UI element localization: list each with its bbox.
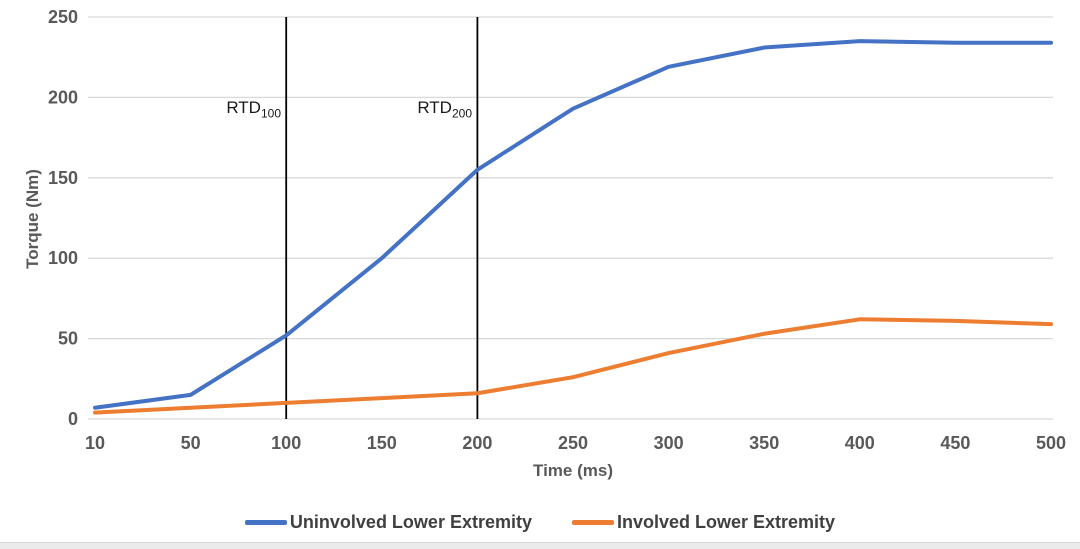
x-tick-label-400: 400 bbox=[845, 433, 875, 453]
x-tick-label-200: 200 bbox=[462, 433, 492, 453]
annotation-rtd100-text: RTD bbox=[226, 98, 261, 117]
plot-area: 0 50 100 150 200 250 10 50 100 150 200 250 300 350 400… bbox=[48, 7, 1066, 453]
annotation-rtd200-subscript: 200 bbox=[451, 106, 472, 121]
x-axis-title: Time (ms) bbox=[533, 461, 613, 480]
y-axis-title: Torque (Nm) bbox=[23, 169, 42, 269]
series-line-uninvolved bbox=[93, 39, 1053, 410]
window-bottom-edge bbox=[0, 542, 1080, 549]
x-tick-label-50: 50 bbox=[181, 433, 201, 453]
legend-swatch-involved bbox=[571, 520, 614, 525]
y-tick-label-0: 0 bbox=[68, 409, 78, 429]
x-tick-label-100: 100 bbox=[271, 433, 301, 453]
legend-item-uninvolved: Uninvolved Lower Extremity bbox=[244, 512, 532, 533]
x-tick-label-300: 300 bbox=[654, 433, 684, 453]
legend-swatch-uninvolved bbox=[244, 520, 287, 525]
annotation-rtd100-subscript: 100 bbox=[260, 106, 281, 121]
x-tick-label-150: 150 bbox=[367, 433, 397, 453]
legend: Uninvolved Lower Extremity Involved Lowe… bbox=[0, 512, 1080, 533]
annotation-rtd100: RTD100 bbox=[226, 98, 281, 121]
annotation-rtd200: RTD200 bbox=[417, 98, 472, 121]
y-tick-label-150: 150 bbox=[48, 168, 78, 188]
annotation-rtd200-text: RTD bbox=[417, 98, 452, 117]
series-line-involved bbox=[93, 317, 1053, 415]
y-tick-label-50: 50 bbox=[58, 329, 78, 349]
x-tick-label-450: 450 bbox=[940, 433, 970, 453]
legend-item-involved: Involved Lower Extremity bbox=[571, 512, 836, 533]
x-tick-label-250: 250 bbox=[558, 433, 588, 453]
x-tick-label-500: 500 bbox=[1036, 433, 1066, 453]
y-tick-label-100: 100 bbox=[48, 248, 78, 268]
y-tick-label-200: 200 bbox=[48, 87, 78, 107]
legend-label-involved: Involved Lower Extremity bbox=[616, 512, 836, 532]
legend-label-uninvolved: Uninvolved Lower Extremity bbox=[289, 512, 532, 532]
x-tick-label-350: 350 bbox=[749, 433, 779, 453]
y-tick-label-250: 250 bbox=[48, 7, 78, 27]
x-tick-label-10: 10 bbox=[85, 433, 105, 453]
